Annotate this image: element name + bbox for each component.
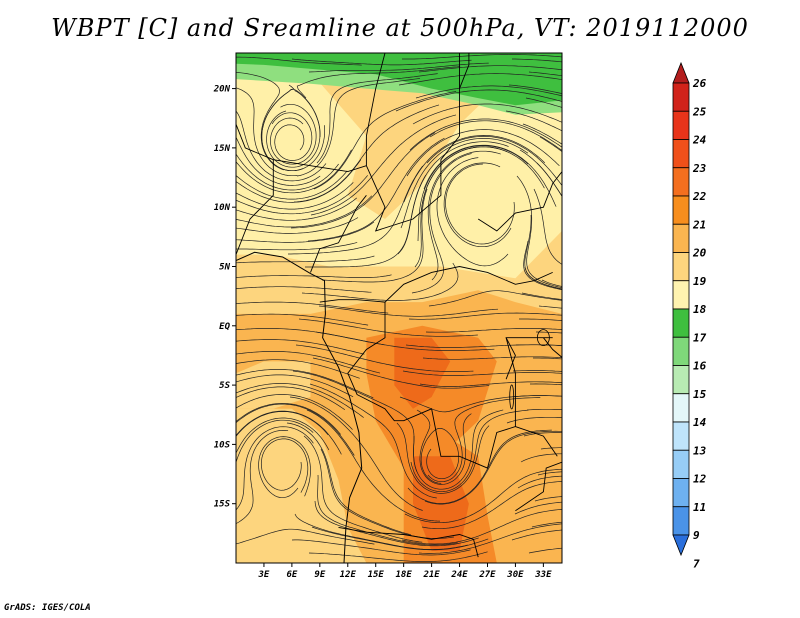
lat-tick-label: EQ: [219, 322, 230, 332]
colorbar-label: 14: [693, 416, 707, 429]
latitude-axis: 20N 15N 10N 5N EQ 5S 10S 15S: [213, 85, 236, 510]
colorbar-label: 11: [693, 501, 706, 514]
page-title: WBPT [C] and Sreamline at 500hPa, VT: 20…: [51, 14, 749, 42]
colorbar-swatch: [672, 195, 690, 225]
colorbar-label: 19: [693, 275, 707, 288]
colorbar-swatch: [672, 139, 690, 169]
lon-tick-label: 30E: [506, 570, 524, 580]
longitude-axis: 3E 6E 9E 12E 15E 18E 21E 24E 27E 30E 33E: [258, 563, 552, 580]
colorbar-swatch: [672, 449, 690, 479]
colorbar-swatch: [672, 223, 690, 253]
lake-outline: [536, 329, 550, 347]
lake-outline: [509, 384, 515, 410]
lon-tick-label: 15E: [368, 570, 385, 580]
colorbar-swatch: [672, 365, 690, 395]
lat-tick-label: 5N: [219, 262, 230, 272]
lat-tick-label: 10S: [214, 440, 231, 450]
lon-tick-label: 9E: [314, 570, 325, 580]
lat-tick-label: 15S: [214, 500, 231, 510]
lon-tick-label: 27E: [478, 570, 496, 580]
lon-tick-label: 24E: [450, 570, 468, 580]
colorbar-swatch: [672, 506, 690, 536]
map-panel: [236, 53, 562, 563]
colorbar-label: 12: [693, 473, 707, 486]
colorbar-label: 24: [692, 134, 707, 147]
colorbar-label: 13: [693, 444, 707, 457]
map-frame: [235, 52, 563, 564]
country-borders: [236, 53, 562, 558]
colorbar-label: 18: [693, 303, 707, 316]
colorbar-swatch: [672, 478, 690, 508]
colorbar: 26 25 24 23 22 21 20 19 18 17 16 15 14 13 12 11 9 7: [672, 61, 707, 570]
colorbar-label: 20: [692, 247, 707, 260]
colorbar-label: 22: [692, 190, 707, 203]
lat-tick-label: 15N: [214, 144, 231, 154]
colorbar-swatch: [672, 421, 690, 451]
lon-tick-label: 6E: [286, 570, 297, 580]
field-region-red-orange-core: [394, 337, 451, 409]
colorbar-label: 26: [692, 77, 707, 90]
colorbar-swatch: [672, 308, 690, 338]
colorbar-swatch: [672, 280, 690, 310]
colorbar-label: 9: [693, 529, 700, 542]
lon-tick-label: 12E: [340, 570, 357, 580]
lon-tick-label: 33E: [534, 570, 552, 580]
colorbar-label: 7: [693, 557, 700, 570]
lat-tick-label: 5S: [219, 381, 230, 391]
colorbar-label: 15: [693, 388, 707, 401]
coastline: [236, 251, 363, 563]
colorbar-bottom-arrow: [672, 534, 690, 557]
streamlines: [236, 54, 562, 562]
colorbar-top-arrow: [672, 61, 690, 84]
lon-tick-label: 3E: [258, 570, 270, 580]
colorbar-label: 17: [693, 331, 707, 344]
colorbar-swatch: [672, 82, 690, 112]
field-region-tan-sahel: [236, 408, 367, 563]
colorbar-swatch: [672, 393, 690, 423]
colorbar-label: 21: [692, 218, 706, 231]
lon-tick-label: 18E: [396, 570, 413, 580]
colorbar-swatch: [672, 252, 690, 282]
colorbar-swatch: [672, 167, 690, 197]
colorbar-label: 25: [692, 105, 707, 118]
colorbar-swatch: [672, 110, 690, 140]
colorbar-swatch: [672, 336, 690, 366]
lat-tick-label: 10N: [214, 203, 231, 213]
colorbar-label: 16: [693, 360, 707, 373]
lat-tick-label: 20N: [213, 85, 231, 95]
field-region-pale-yellow-north: [236, 76, 562, 279]
lon-tick-label: 21E: [422, 570, 440, 580]
credit-label: GrADS: IGES/COLA: [4, 603, 91, 613]
colorbar-label: 23: [692, 162, 707, 175]
